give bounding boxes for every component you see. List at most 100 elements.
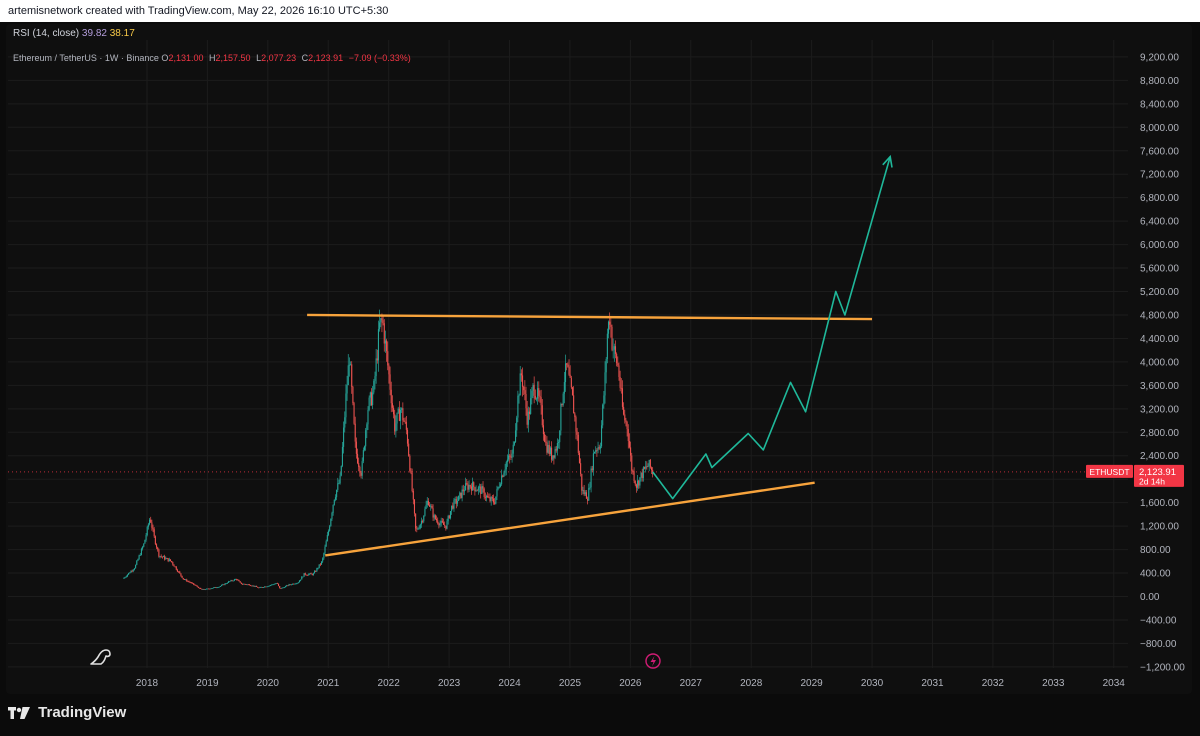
candle-body <box>261 587 263 588</box>
y-tick-label: 6,400.00 <box>1140 217 1179 228</box>
candle-body <box>162 556 165 558</box>
candle-body <box>219 586 221 587</box>
candle-body <box>607 321 610 334</box>
candle-body <box>620 387 622 389</box>
candle-body <box>251 585 253 587</box>
candle-body <box>171 560 173 563</box>
candle-body <box>391 403 393 408</box>
x-tick-label: 2034 <box>1103 678 1126 689</box>
open-label: O <box>161 53 169 63</box>
candle-body <box>281 587 283 589</box>
candle-body <box>647 465 649 468</box>
candle-body <box>430 505 432 507</box>
candle-body <box>372 392 374 406</box>
candle-body <box>431 505 433 509</box>
dinosaur-icon[interactable] <box>90 649 111 665</box>
candle-body <box>523 386 525 391</box>
chart-pane[interactable] <box>6 24 1192 694</box>
candle-body <box>201 588 203 590</box>
candle-body <box>237 579 239 581</box>
candle-body <box>476 490 478 492</box>
candle-body <box>425 504 427 509</box>
candle-body <box>176 569 178 572</box>
candle-body <box>405 421 407 430</box>
candle-body <box>267 586 269 588</box>
candle-body <box>216 587 218 589</box>
candle-body <box>387 351 389 366</box>
candle-body <box>307 574 309 576</box>
candle-body <box>352 386 354 404</box>
candle-body <box>135 564 137 569</box>
candle-body <box>344 417 346 428</box>
candle-body <box>447 515 449 522</box>
attribution-bar: artemisnetwork created with TradingView.… <box>0 0 1200 22</box>
candle-body <box>301 576 303 580</box>
candle-body <box>478 486 481 488</box>
candle-body <box>611 326 613 350</box>
y-tick-label: 7,200.00 <box>1140 170 1179 181</box>
y-tick-label: 800.00 <box>1140 545 1171 556</box>
candle-body <box>232 580 234 582</box>
candle-body <box>603 395 605 405</box>
tradingview-brand[interactable]: TradingView <box>8 704 126 721</box>
candle-body <box>397 408 399 413</box>
candle-body <box>185 579 187 581</box>
candle-body <box>454 499 456 501</box>
candle-body <box>178 571 180 573</box>
y-tick-label: 9,200.00 <box>1140 52 1179 63</box>
candle-body <box>152 527 154 530</box>
candle-body <box>468 485 470 490</box>
candle-body <box>384 340 386 344</box>
candle-body <box>130 570 132 573</box>
symbol-legend[interactable]: Ethereum / TetherUS · 1W · Binance O2,13… <box>13 53 414 63</box>
y-tick-label: 0.00 <box>1140 592 1160 603</box>
candle-body <box>569 374 571 378</box>
candle-body <box>258 587 260 589</box>
candle-body <box>248 584 251 586</box>
candle-body <box>345 393 347 418</box>
x-tick-label: 2029 <box>800 678 823 689</box>
candle-body <box>150 519 152 523</box>
indicator-legend[interactable]: RSI (14, close) 39.82 38.17 <box>13 28 135 39</box>
candle-body <box>555 449 557 451</box>
candle-body <box>438 523 440 526</box>
candle-body <box>650 467 653 470</box>
brand-name: TradingView <box>38 704 127 721</box>
candle-body <box>351 364 353 387</box>
candle-body <box>571 387 574 396</box>
candle-body <box>409 455 411 471</box>
candle-body <box>383 323 385 344</box>
symbol-title: Ethereum / TetherUS · 1W · Binance <box>13 53 159 63</box>
price-chart[interactable]: 9,200.00 8,800.00 8,400.00 8,000.00 7,600.00… <box>0 0 1200 700</box>
candle-body <box>419 524 421 529</box>
candle-body <box>291 583 294 585</box>
x-tick-label: 2020 <box>257 678 280 689</box>
lightning-icon[interactable] <box>645 653 661 669</box>
candle-body <box>466 483 468 485</box>
candle-body <box>343 427 345 447</box>
candle-body <box>229 581 231 583</box>
candle-body <box>587 498 589 501</box>
candle-body <box>498 486 500 488</box>
candle-body <box>449 511 452 519</box>
candle-body <box>362 450 364 462</box>
x-tick-label: 2019 <box>196 678 219 689</box>
candle-body <box>164 556 166 560</box>
y-tick-label: 8,400.00 <box>1140 99 1179 110</box>
candle-body <box>462 489 464 492</box>
candle-body <box>482 486 484 489</box>
candle-body <box>508 455 510 460</box>
candle-body <box>574 413 576 418</box>
candle-body <box>539 395 541 398</box>
candle-body <box>243 583 245 585</box>
candle-body <box>427 501 429 506</box>
close-value: 2,123.91 <box>308 53 344 63</box>
candle-body <box>194 584 196 586</box>
candle-body <box>144 539 146 544</box>
candle-body <box>155 544 158 548</box>
candle-body <box>338 483 340 485</box>
candle-body <box>619 377 621 388</box>
candle-body <box>441 520 443 523</box>
candle-body <box>632 470 634 472</box>
candle-body <box>252 585 254 587</box>
